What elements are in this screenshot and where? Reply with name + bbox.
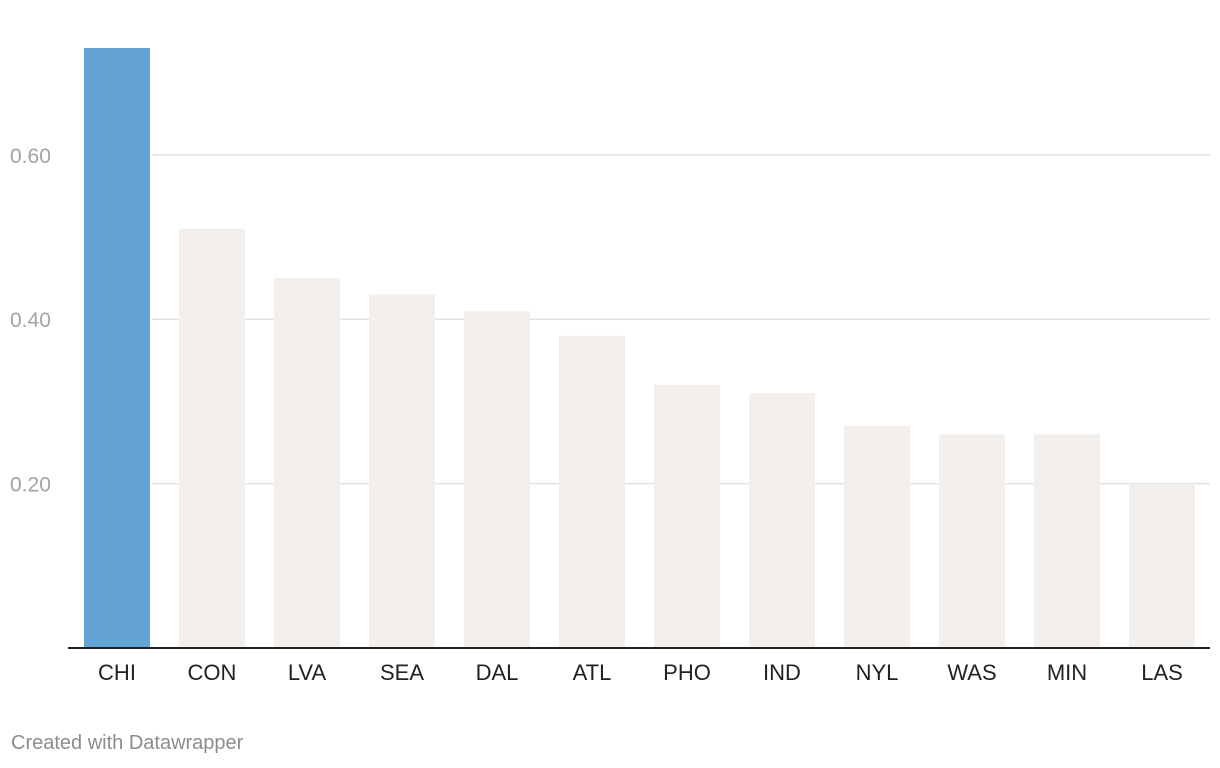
y-tick-label: 0.40 xyxy=(10,309,51,332)
x-category-label: WAS xyxy=(947,660,996,685)
bar-lva xyxy=(274,278,340,648)
bar-dal xyxy=(464,311,530,648)
y-tick-label: 0.60 xyxy=(10,145,51,168)
bar-min xyxy=(1034,434,1100,648)
bar-nyl xyxy=(844,426,910,648)
bar-chi xyxy=(84,48,150,648)
x-category-label: LVA xyxy=(288,660,327,685)
bar-sea xyxy=(369,294,435,648)
bar-pho xyxy=(654,384,720,648)
x-category-label: NYL xyxy=(856,660,899,685)
x-category-label: ATL xyxy=(573,660,612,685)
x-category-label: SEA xyxy=(380,660,424,685)
bars xyxy=(84,48,1195,649)
x-category-label: IND xyxy=(763,660,801,685)
x-category-label: CON xyxy=(188,660,237,685)
y-tick-label: 0.20 xyxy=(10,474,51,497)
bar-chart: 0.20 0.40 0.60 CHI CON LVA SEA DAL ATL PHO IND NYL W… xyxy=(10,48,1210,685)
bar-las xyxy=(1129,483,1195,648)
x-category-label: DAL xyxy=(476,660,519,685)
axes: 0.20 0.40 0.60 CHI CON LVA SEA DAL ATL PHO IND NYL W… xyxy=(10,145,1210,685)
bar-was xyxy=(939,434,1005,648)
x-category-label: LAS xyxy=(1141,660,1183,685)
x-category-label: PHO xyxy=(663,660,711,685)
x-category-label: CHI xyxy=(98,660,136,685)
bar-con xyxy=(179,228,245,649)
bar-atl xyxy=(559,335,625,648)
datawrapper-credit: Created with Datawrapper xyxy=(11,732,244,754)
bar-ind xyxy=(749,393,815,648)
x-category-label: MIN xyxy=(1047,660,1087,685)
